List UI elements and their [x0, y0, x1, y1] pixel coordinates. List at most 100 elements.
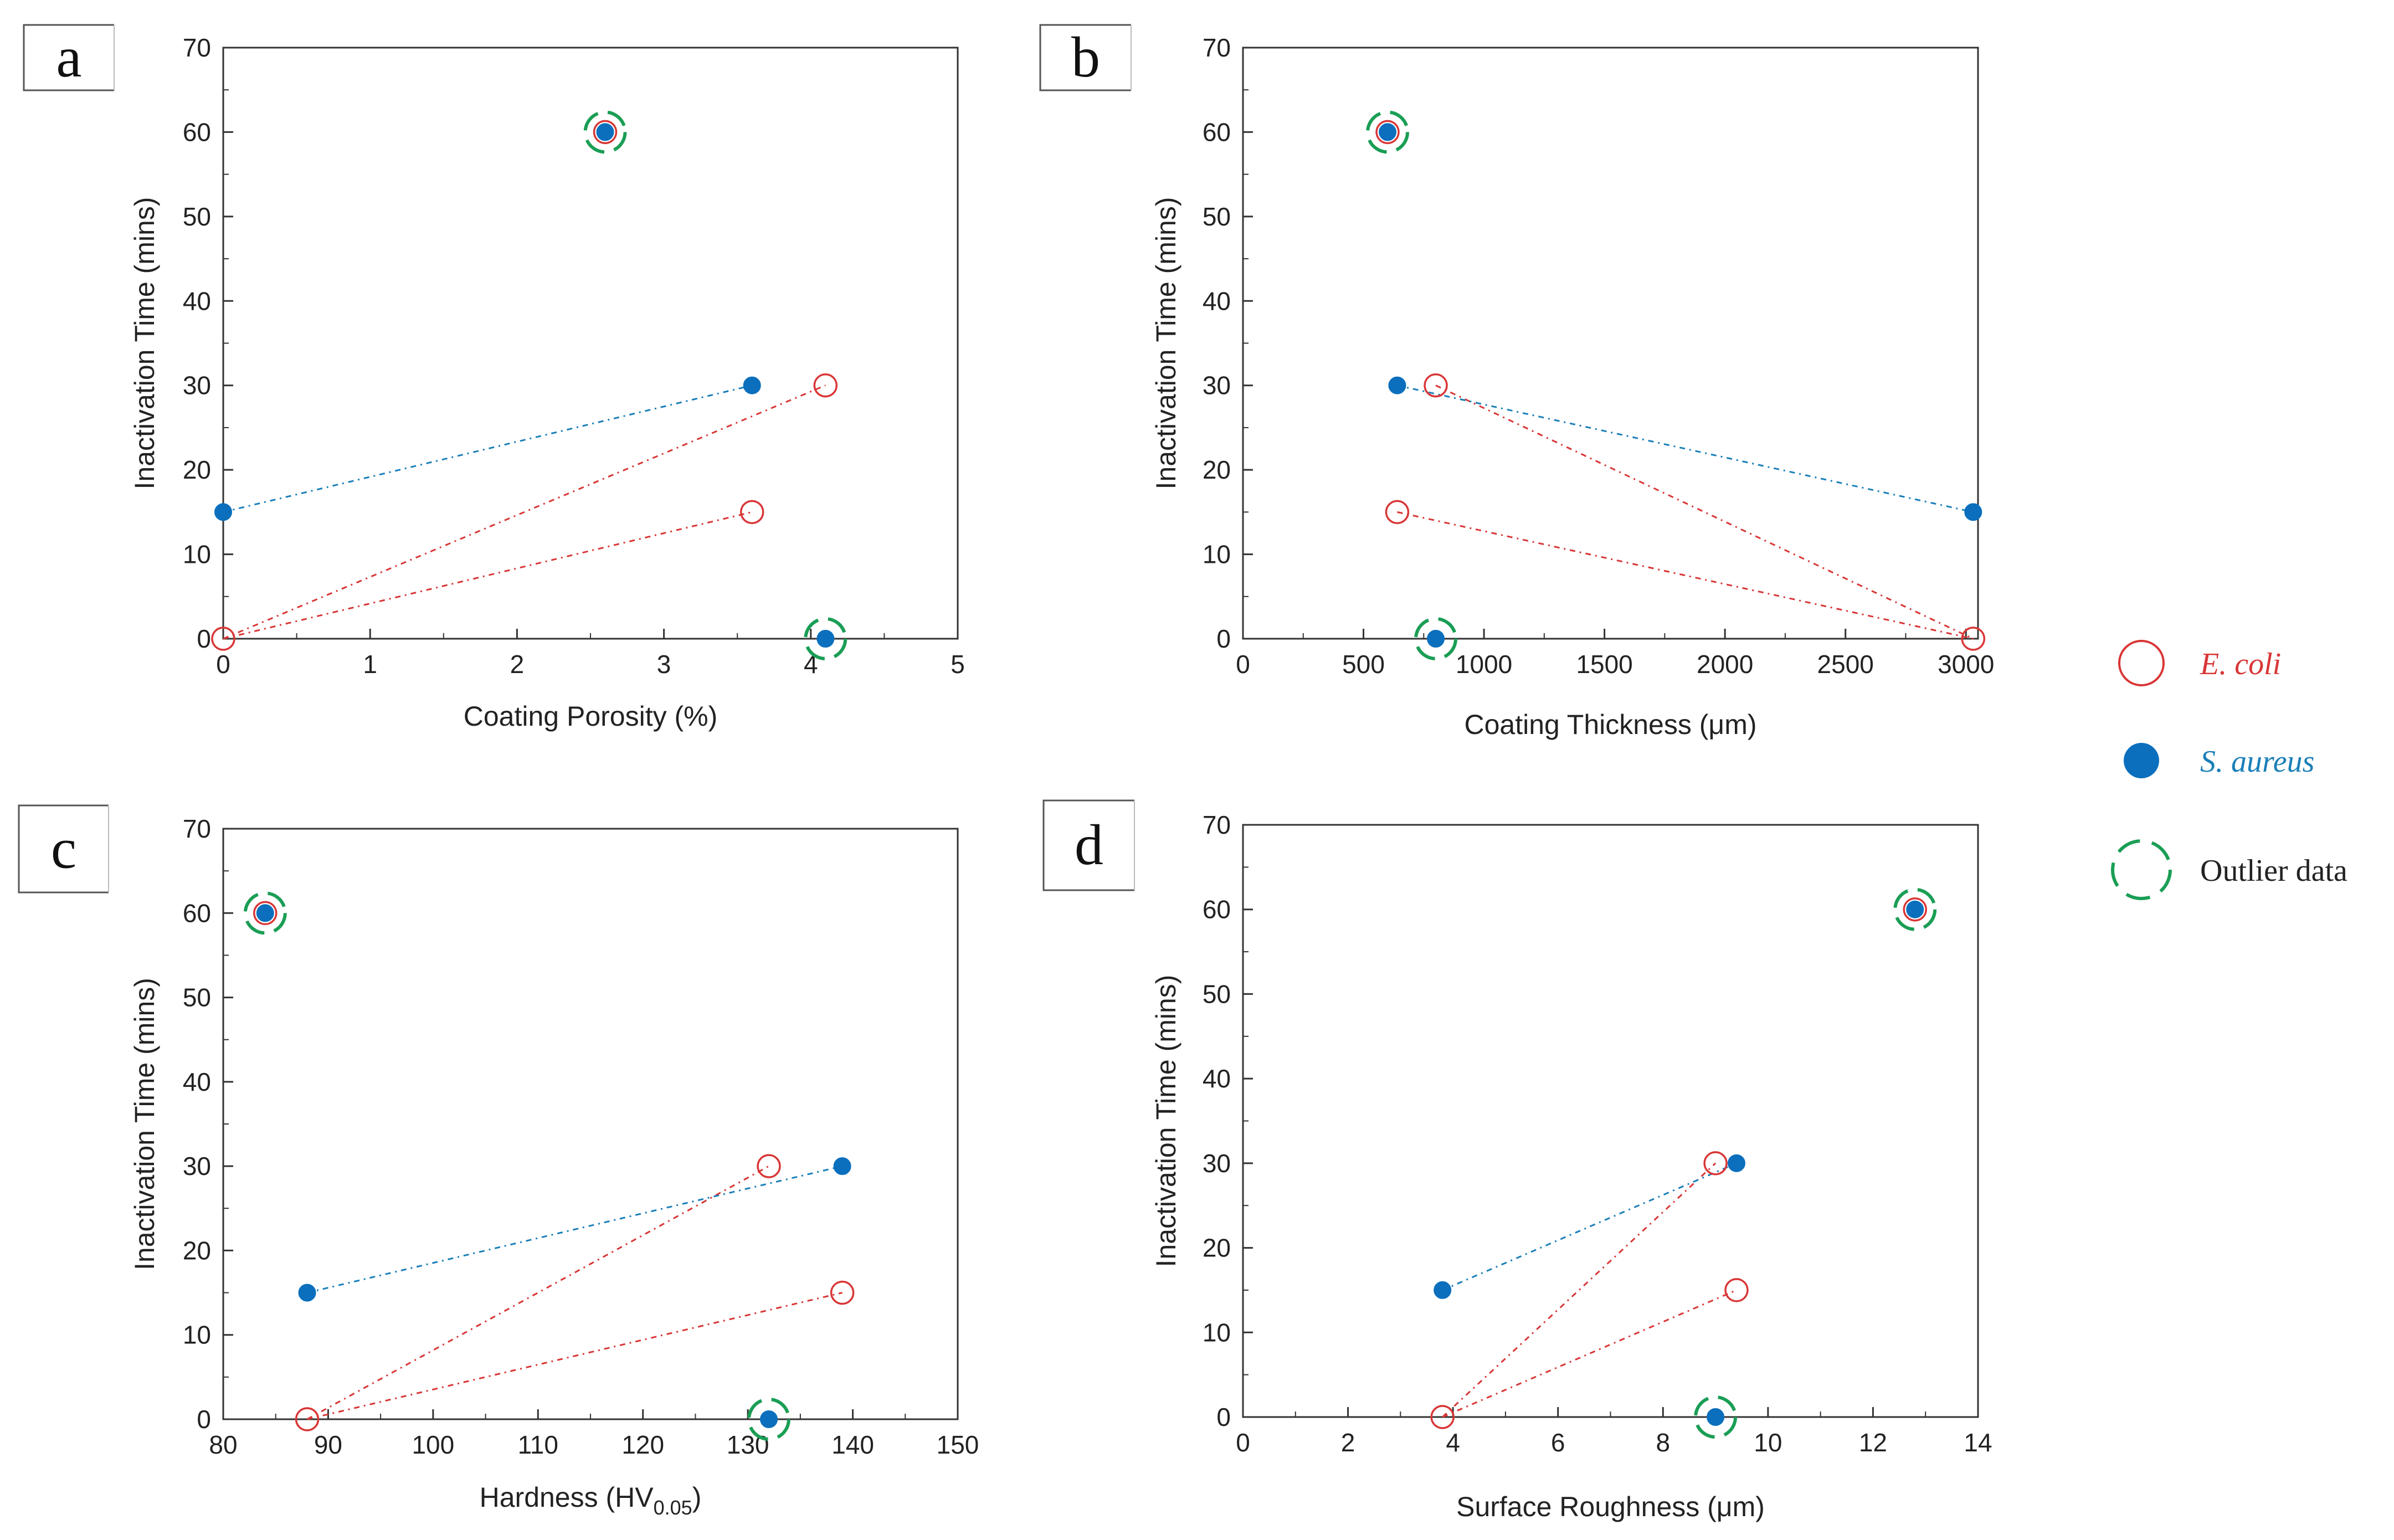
panel-c: c 0 10 20 30 40 50 60 70 80 90 100 110 120 130 140 150 In… [18, 804, 979, 1519]
x-axis-title: Coating Thickness (μm) [1464, 709, 1756, 740]
y-tick-label: 50 [183, 983, 211, 1012]
y-tick-label: 20 [183, 455, 211, 484]
x-tick-label: 2 [1341, 1428, 1355, 1457]
panel-letter: d [1075, 813, 1103, 877]
x-tick-label: 2 [510, 650, 525, 679]
ecoli-point [593, 120, 618, 145]
plot-frame [222, 47, 959, 640]
x-tick-label: 130 [727, 1430, 769, 1459]
saureus-point [298, 1284, 316, 1302]
x-tick-label: 0 [1236, 1428, 1250, 1457]
saureus-point [1964, 503, 1982, 521]
plot-frame [222, 828, 959, 1420]
x-tick-label: 8 [1656, 1428, 1670, 1457]
legend-label-ecoli: E. coli [2200, 647, 2281, 681]
saureus-point [1427, 630, 1445, 648]
ecoli-point [253, 901, 278, 926]
saureus-point [1906, 900, 1924, 918]
x-tick-label: 1000 [1456, 650, 1512, 679]
x-tick-label: 150 [937, 1430, 979, 1459]
x-tick-label: 3000 [1938, 650, 1994, 679]
y-tick-label: 50 [1203, 202, 1231, 231]
saureus-point [1434, 1281, 1452, 1299]
ecoli-trend-line [1442, 1162, 1717, 1418]
ecoli-point [1961, 627, 1986, 651]
plot-frame [1242, 47, 1979, 640]
x-tick-label: 1 [363, 650, 377, 679]
panel-b: b 0 10 20 30 40 50 60 70 0 500 1000 1500 2000 2500 3000… [1039, 24, 1994, 740]
y-tick-label: 40 [183, 286, 211, 315]
y-tick-label: 0 [1216, 1403, 1231, 1431]
ecoli-point [295, 1407, 320, 1431]
y-tick-label: 0 [197, 1405, 211, 1434]
x-tick-label: 80 [209, 1430, 237, 1459]
saureus-point [1707, 1408, 1725, 1426]
y-tick-label: 0 [197, 624, 211, 653]
outlier-ring [1893, 887, 1937, 931]
saureus-point [816, 630, 835, 648]
panel-letter: a [56, 25, 81, 89]
panel-letter: c [51, 817, 76, 881]
panel-d: d 0 10 20 30 40 50 60 70 0 2 4 6 8 10 12 14 Inactivation … [1042, 799, 1992, 1522]
panel-letter-frame [18, 804, 109, 894]
x-tick-label: 140 [831, 1430, 874, 1459]
x-tick-label: 110 [518, 1430, 558, 1459]
ecoli-trend-line [306, 1165, 769, 1420]
saureus-trend-line [1442, 1162, 1737, 1291]
saureus-trend-line [223, 384, 753, 513]
y-tick-label: 40 [1203, 286, 1231, 315]
ecoli-point [1903, 897, 1928, 922]
saureus-point [743, 376, 761, 394]
x-tick-label: 2500 [1817, 650, 1874, 679]
legend-saureus-marker [2124, 743, 2159, 778]
x-tick-label: 500 [1342, 650, 1385, 679]
ecoli-trend-line [1435, 384, 1974, 640]
panel-letter-frame [1039, 24, 1131, 91]
outlier-ring [747, 1398, 791, 1441]
saureus-point [1727, 1154, 1745, 1172]
x-tick-label: 2000 [1697, 650, 1753, 679]
x-tick-label: 4 [1446, 1428, 1460, 1457]
y-tick-label: 10 [1203, 540, 1231, 569]
x-tick-label: 0 [1236, 650, 1250, 679]
y-axis-title: Inactivation Time (mins) [129, 978, 160, 1270]
x-axis-title-end: ) [692, 1482, 702, 1513]
saureus-trend-line [1397, 384, 1974, 513]
x-tick-label: 90 [314, 1430, 342, 1459]
y-tick-label: 60 [1203, 895, 1231, 924]
legend-ecoli-marker [2118, 640, 2165, 686]
ecoli-point [1385, 500, 1410, 525]
y-tick-label: 30 [1203, 1149, 1231, 1178]
y-tick-label: 30 [183, 1152, 211, 1180]
y-tick-label: 40 [1203, 1064, 1231, 1093]
x-axis-title: Surface Roughness (μm) [1456, 1491, 1765, 1522]
y-axis-title: Inactivation Time (mins) [129, 197, 160, 490]
plot-frame [1242, 824, 1979, 1418]
outlier-ring [243, 891, 287, 935]
y-tick-label: 30 [1203, 371, 1231, 400]
x-tick-label: 5 [951, 650, 965, 679]
saureus-point [1388, 376, 1406, 394]
ecoli-point [1724, 1278, 1749, 1302]
y-tick-label: 40 [183, 1067, 211, 1096]
panel-letter-frame [23, 24, 114, 91]
x-tick-label: 10 [1754, 1428, 1782, 1457]
ecoli-point [757, 1154, 781, 1178]
y-tick-label: 50 [1203, 979, 1231, 1008]
y-tick-label: 70 [183, 814, 211, 843]
ecoli-point [830, 1280, 855, 1305]
ecoli-point [813, 373, 838, 398]
saureus-point [214, 503, 232, 521]
y-tick-label: 10 [1203, 1318, 1231, 1347]
legend-label-saureus: S. aureus [2200, 745, 2314, 779]
saureus-point [760, 1410, 778, 1428]
saureus-point [256, 904, 274, 922]
x-tick-label: 1500 [1576, 650, 1632, 679]
y-tick-label: 20 [1203, 455, 1231, 484]
x-axis-title: Hardness (HV0.05) [480, 1482, 702, 1519]
legend-label-outlier: Outlier data [2200, 854, 2347, 888]
y-tick-label: 60 [1203, 117, 1231, 146]
ecoli-point [1430, 1405, 1455, 1429]
ecoli-point [1703, 1151, 1728, 1175]
